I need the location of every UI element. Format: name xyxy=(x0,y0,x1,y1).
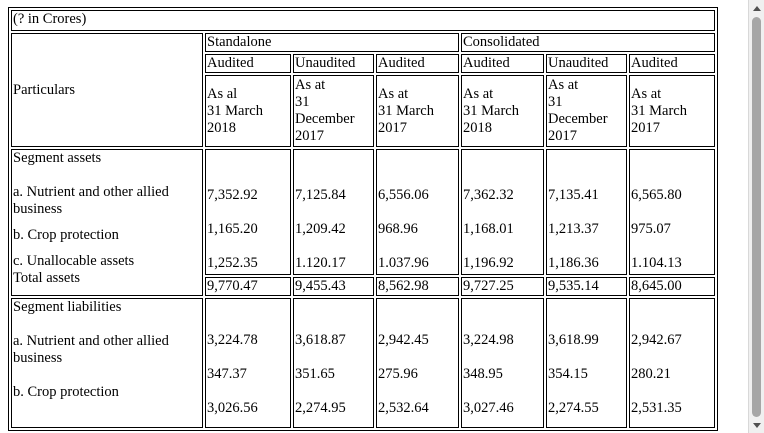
document-viewport: (? in Crores) Particulars Standalone Con… xyxy=(8,7,718,431)
scroll-up-arrow-icon[interactable] xyxy=(749,0,764,16)
assets-item-nutrient: a. Nutrient and other allied business xyxy=(13,184,169,217)
scroll-down-arrow-icon[interactable] xyxy=(749,417,764,433)
liabilities-values-col: 3,224.98 348.95 3,027.46 xyxy=(461,298,544,428)
vertical-scrollbar[interactable] xyxy=(748,0,764,433)
particulars-header: Particulars xyxy=(11,33,203,147)
unit-caption: (? in Crores) xyxy=(11,10,715,31)
audit-status-header: Audited xyxy=(461,54,544,73)
consolidated-header: Consolidated xyxy=(461,33,715,52)
period-header: As at 31 March 2017 xyxy=(376,75,459,147)
liabilities-values-col: 3,618.87 351.65 2,274.95 xyxy=(293,298,374,428)
period-header: As al 31 March 2018 xyxy=(205,75,291,147)
audit-status-header: Audited xyxy=(376,54,459,73)
assets-values-col: 7,352.92 1,165.20 1,252.35 xyxy=(205,149,291,275)
assets-item-unallocable: c. Unallocable assets xyxy=(13,253,135,269)
audit-status-header: Unaudited xyxy=(546,54,627,73)
total-assets-label: Total assets xyxy=(13,270,81,286)
liabilities-item-crop: b. Crop protection xyxy=(13,384,119,400)
standalone-header: Standalone xyxy=(205,33,459,52)
segment-assets-heading: Segment assets xyxy=(13,150,102,166)
liabilities-values-col: 2,942.45 275.96 2,532.64 xyxy=(376,298,459,428)
assets-values-col: 6,565.80 975.07 1.104.13 xyxy=(629,149,715,275)
assets-values-col: 6,556.06 968.96 1.037.96 xyxy=(376,149,459,275)
assets-item-crop: b. Crop protection xyxy=(13,227,119,243)
financial-table: (? in Crores) Particulars Standalone Con… xyxy=(8,7,718,431)
total-assets-value: 8,562.98 xyxy=(376,277,459,296)
audit-status-header: Audited xyxy=(629,54,715,73)
audit-status-header: Unaudited xyxy=(293,54,374,73)
liabilities-particulars: Segment liabilities a. Nutrient and othe… xyxy=(11,298,203,428)
assets-values-col: 7,362.32 1,168.01 1,196.92 xyxy=(461,149,544,275)
liabilities-item-nutrient: a. Nutrient and other allied business xyxy=(13,333,169,366)
assets-values-col: 7,125.84 1,209.42 1.120.17 xyxy=(293,149,374,275)
period-header: As at 31 March 2018 xyxy=(461,75,544,147)
period-header: As at 31 March 2017 xyxy=(629,75,715,147)
liabilities-values-col: 3,618.99 354.15 2,274.55 xyxy=(546,298,627,428)
total-assets-value: 8,645.00 xyxy=(629,277,715,296)
audit-status-header: Audited xyxy=(205,54,291,73)
total-assets-value: 9,535.14 xyxy=(546,277,627,296)
scrollbar-thumb[interactable] xyxy=(752,17,761,417)
segment-liabilities-heading: Segment liabilities xyxy=(13,299,122,315)
liabilities-values-col: 2,942.67 280.21 2,531.35 xyxy=(629,298,715,428)
liabilities-values-col: 3,224.78 347.37 3,026.56 xyxy=(205,298,291,428)
assets-particulars: Segment assets a. Nutrient and other all… xyxy=(11,149,203,296)
period-header: As at 31 December 2017 xyxy=(546,75,627,147)
total-assets-value: 9,727.25 xyxy=(461,277,544,296)
period-header: As at 31 December 2017 xyxy=(293,75,374,147)
total-assets-value: 9,770.47 xyxy=(205,277,291,296)
assets-values-col: 7,135.41 1,213.37 1,186.36 xyxy=(546,149,627,275)
total-assets-value: 9,455.43 xyxy=(293,277,374,296)
